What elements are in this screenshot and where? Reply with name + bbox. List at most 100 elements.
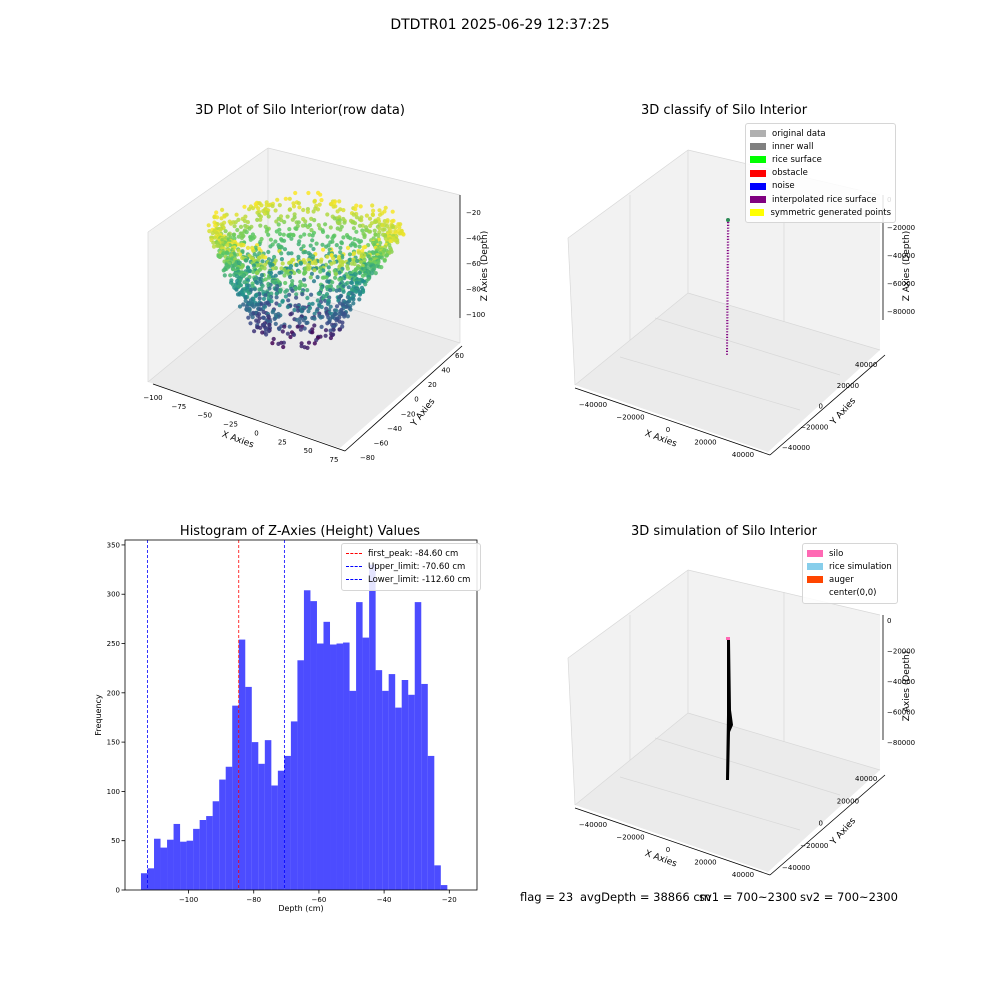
scatter-point <box>257 251 262 256</box>
scatter-point <box>289 236 294 241</box>
y-tick-label: 150 <box>107 739 120 747</box>
scatter-point <box>283 196 288 201</box>
histogram-ylabel: Frequency <box>94 694 103 736</box>
histogram-xlabel: Depth (cm) <box>278 904 323 913</box>
scatter-point <box>347 252 352 257</box>
scatter-point <box>287 292 292 297</box>
histogram-y-ticks: 0 50 100 150 200 250 300 350 <box>107 541 125 895</box>
flag-text: flag = 23 <box>520 890 574 904</box>
legend-item: symmetric generated points <box>750 206 891 219</box>
scatter-point <box>345 245 351 250</box>
scatter-point <box>228 221 234 226</box>
scatter-point <box>357 292 363 297</box>
histogram-title: Histogram of Z-Axies (Height) Values <box>179 524 421 539</box>
scatter-point <box>281 344 286 350</box>
scatter-point <box>333 271 339 277</box>
histogram-bar <box>375 670 383 890</box>
scatter-point <box>337 199 342 204</box>
scatter-point <box>285 214 290 219</box>
scatter-point <box>323 298 328 303</box>
scatter-point <box>296 201 301 206</box>
scatter-point <box>277 245 282 250</box>
scatter-point <box>305 224 311 230</box>
y-tick-label: 200 <box>107 689 120 697</box>
scatter-point <box>357 244 362 249</box>
scatter-point <box>302 326 307 331</box>
raw-zlabel: Z Axies (Depth) <box>480 231 490 302</box>
legend-item: rice simulation <box>807 560 893 573</box>
scatter-point <box>292 307 297 313</box>
scatter-point <box>309 228 314 233</box>
scatter-point <box>359 218 364 223</box>
scatter-point <box>358 204 363 209</box>
scatter-point <box>259 273 264 278</box>
scatter-point <box>262 266 267 271</box>
legend-label: auger <box>829 574 854 585</box>
histogram-bar <box>199 820 207 890</box>
scatter-point <box>314 338 319 343</box>
scatter-point <box>273 239 278 244</box>
histogram-bar <box>401 680 409 890</box>
scatter-point <box>323 222 328 227</box>
scatter-point <box>292 212 297 217</box>
classify-y-tick-label: 20000 <box>837 382 859 390</box>
legend-swatch <box>807 550 823 558</box>
raw-y-tick-label: 0 <box>414 396 418 404</box>
scatter-point <box>250 206 256 211</box>
raw-x-tick-label: 50 <box>304 447 313 455</box>
scatter-point <box>360 273 365 278</box>
scatter-point <box>303 266 308 271</box>
simulation-axis-ticks: −40000 −20000 0 20000 40000 −40000 −20000 0 2000… <box>579 617 915 879</box>
scatter-point <box>291 332 297 337</box>
scatter-point <box>371 208 376 213</box>
scatter-point <box>325 254 330 259</box>
scatter-point <box>259 203 264 208</box>
scatter-point <box>317 291 322 296</box>
scatter-point <box>291 204 297 209</box>
scatter-point <box>308 275 313 280</box>
scatter-point <box>361 245 366 250</box>
scatter-point <box>263 255 268 260</box>
scatter-point <box>310 233 315 238</box>
legend-swatch <box>750 196 766 204</box>
legend-label: original data <box>772 128 826 139</box>
scatter-point <box>340 320 345 325</box>
scatter-point <box>280 329 285 334</box>
classify-axis-ticks: −40000 −20000 0 20000 40000 −40000 −20000 0 2000… <box>579 196 915 459</box>
scatter-point <box>251 263 256 268</box>
scatter-point <box>255 217 260 222</box>
scatter-point <box>250 315 255 320</box>
raw-x-tick-label: 0 <box>254 429 258 437</box>
classify-x-tick-label: −20000 <box>616 414 644 422</box>
scatter-point <box>325 321 330 326</box>
classify-3d-plot: −40000 −20000 0 20000 40000 −40000 −20000 0 2000… <box>567 149 915 459</box>
scatter-point <box>257 296 262 301</box>
scatter-point <box>288 274 293 280</box>
scatter-point <box>239 235 244 240</box>
legend-label: symmetric generated points <box>770 207 891 218</box>
simulation-y-tick-label: 40000 <box>855 775 877 783</box>
scatter-point <box>245 220 250 225</box>
scatter-point <box>279 218 284 223</box>
scatter-point <box>305 209 310 214</box>
scatter-point <box>336 312 342 317</box>
figure-title: DTDTR01 2025-06-29 12:37:25 <box>390 17 610 33</box>
scatter-point <box>354 289 359 294</box>
scatter-point <box>283 280 288 286</box>
scatter-point <box>232 253 237 258</box>
avg-depth-text: avgDepth = 38866 cm <box>580 890 711 904</box>
scatter-point <box>347 258 352 263</box>
scatter-point <box>267 275 272 280</box>
scatter-point <box>306 190 311 196</box>
scatter-point <box>330 236 335 241</box>
y-tick-label: 50 <box>111 837 120 845</box>
scatter-point <box>334 288 339 293</box>
y-tick-label: 100 <box>107 788 120 796</box>
scatter-point <box>267 322 272 327</box>
scatter-point <box>377 226 382 231</box>
scatter-point <box>295 324 300 329</box>
legend-item: obstacle <box>750 167 891 180</box>
simulation-y-tick-label: −20000 <box>800 842 828 850</box>
simulation-legend: silo rice simulation auger center(0,0) <box>802 543 898 604</box>
scatter-point <box>390 225 396 230</box>
